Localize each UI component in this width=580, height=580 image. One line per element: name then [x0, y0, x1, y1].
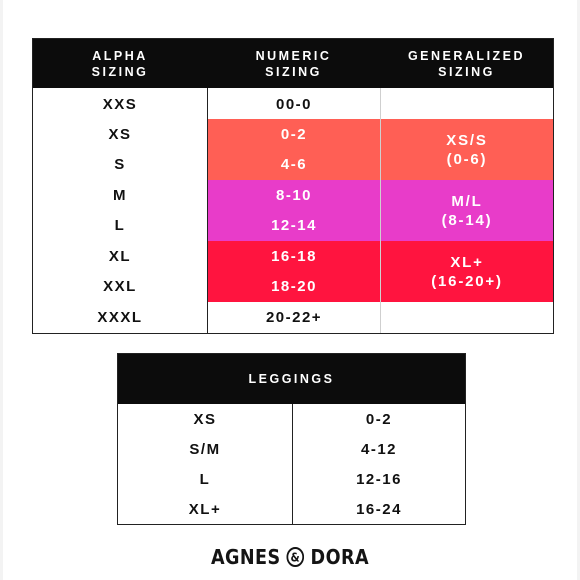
numeric-size-cell: 18-20	[271, 277, 317, 295]
right-border-strip	[577, 0, 580, 580]
generalized-group-m-l: M/L (8-14)	[381, 180, 553, 241]
header-generalized-sizing: GENERALIZED SIZING	[407, 48, 526, 79]
numeric-size-cell: 8-10	[275, 186, 313, 204]
leggings-alpha-cell: XS	[193, 410, 217, 428]
header-alpha-sizing: ALPHA SIZING	[91, 48, 149, 79]
numeric-sizing-column: 00-0 0-2 4-6 8-10 12-14 16-18 18-20 20-2…	[207, 88, 380, 333]
leggings-alpha-cell: S/M	[189, 440, 221, 458]
alpha-size-cell: XXL	[103, 277, 137, 295]
alpha-size-cell: M	[113, 186, 127, 204]
numeric-size-cell: 4-6	[280, 155, 308, 173]
size-chart-table: ALPHA SIZING NUMERIC SIZING GENERALIZED …	[32, 38, 554, 334]
svg-text:&: &	[291, 551, 301, 565]
generalized-sizing-column: XS/S (0-6) M/L (8-14) XL+ (16-20+)	[380, 88, 553, 333]
numeric-band-xl-plus: 16-18 18-20	[208, 241, 380, 302]
numeric-size-cell: 00-0	[275, 95, 313, 113]
size-chart-header: ALPHA SIZING NUMERIC SIZING GENERALIZED …	[33, 39, 553, 88]
brand-name-left: AGNES	[210, 545, 281, 569]
alpha-size-cell: XXXL	[97, 308, 143, 326]
leggings-alpha-column: XS S/M L XL+	[118, 404, 292, 524]
leggings-numeric-cell: 0-2	[365, 410, 393, 428]
generalized-group-xl-plus: XL+ (16-20+)	[381, 241, 553, 302]
alpha-sizing-column: XXS XS S M L XL XXL XXXL	[33, 88, 207, 333]
brand-logo: AGNES & DORA	[35, 542, 545, 572]
brand-name-right: DORA	[310, 545, 370, 569]
header-numeric-sizing: NUMERIC SIZING	[255, 48, 332, 79]
numeric-size-cell: 20-22+	[265, 308, 323, 326]
ampersand-emblem-icon: &	[286, 547, 305, 567]
leggings-numeric-column: 0-2 4-12 12-16 16-24	[292, 404, 465, 524]
leggings-alpha-cell: L	[199, 470, 211, 488]
left-border-strip	[0, 0, 3, 580]
leggings-numeric-cell: 4-12	[360, 440, 398, 458]
numeric-band-xs-s: 0-2 4-6	[208, 119, 380, 180]
numeric-size-cell: 16-18	[271, 247, 317, 265]
leggings-alpha-cell: XL+	[188, 500, 222, 518]
alpha-size-cell: XL	[108, 247, 132, 265]
alpha-size-cell: L	[114, 216, 126, 234]
generalized-group-xs-s: XS/S (0-6)	[381, 119, 553, 180]
numeric-band-m-l: 8-10 12-14	[208, 180, 380, 241]
numeric-size-cell: 12-14	[271, 216, 317, 234]
alpha-size-cell: S	[114, 155, 126, 173]
leggings-numeric-cell: 16-24	[356, 500, 402, 518]
numeric-size-cell: 0-2	[280, 125, 308, 143]
alpha-size-cell: XXS	[102, 95, 138, 113]
leggings-header: LEGGINGS	[118, 354, 465, 404]
leggings-numeric-cell: 12-16	[356, 470, 402, 488]
leggings-table: LEGGINGS XS S/M L XL+ 0-2 4-12 12-16 16-…	[117, 353, 466, 525]
alpha-size-cell: XS	[108, 125, 132, 143]
